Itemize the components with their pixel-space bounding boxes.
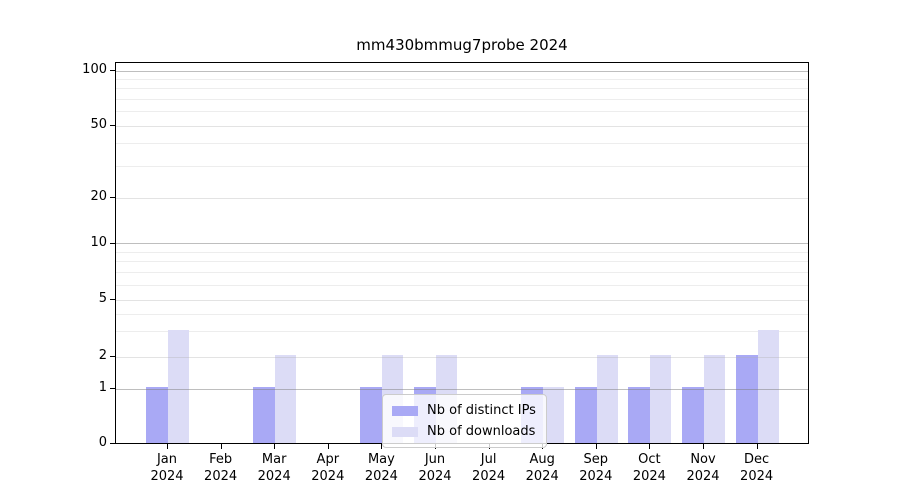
legend-label: Nb of distinct IPs xyxy=(427,403,536,418)
y-tick-mark-5 xyxy=(110,299,115,301)
gridline-y-100 xyxy=(116,70,808,72)
plot-area: Nb of distinct IPs Nb of downloads xyxy=(115,62,809,448)
x-tick-label-sep: Sep 2024 xyxy=(579,452,613,484)
bar-distinct-ips-nov xyxy=(682,387,704,443)
gridline-y-2 xyxy=(116,356,808,358)
gridline-y-9 xyxy=(116,251,808,253)
x-tick-mark-mar xyxy=(274,444,276,449)
legend-label: Nb of downloads xyxy=(427,424,536,439)
x-tick-label-apr: Apr 2024 xyxy=(311,452,345,484)
x-tick-label-dec: Dec 2024 xyxy=(740,452,774,484)
x-tick-label-mar: Mar 2024 xyxy=(257,452,291,484)
bar-downloads-nov xyxy=(704,355,725,443)
bar-distinct-ips-sep xyxy=(574,387,597,443)
y-tick-label-10: 10 xyxy=(90,234,107,250)
x-tick-mark-dec xyxy=(756,444,758,449)
bar-downloads-mar xyxy=(275,355,297,443)
y-tick-label-0: 0 xyxy=(98,435,107,451)
gridline-y-3 xyxy=(116,331,808,333)
gridline-y-6 xyxy=(116,284,808,286)
gridline-y-80 xyxy=(116,88,808,90)
x-tick-label-feb: Feb 2024 xyxy=(204,452,238,484)
x-tick-mark-oct xyxy=(649,444,651,449)
bar-downloads-jan xyxy=(168,329,189,443)
gridline-y-20 xyxy=(116,197,808,199)
gridline-y-70 xyxy=(116,99,808,101)
y-tick-mark-10 xyxy=(110,242,115,244)
y-tick-mark-0 xyxy=(110,443,115,445)
y-tick-label-2: 2 xyxy=(98,348,107,364)
y-tick-label-1: 1 xyxy=(98,380,107,396)
gridline-y-4 xyxy=(116,313,808,315)
x-tick-mark-apr xyxy=(327,444,329,449)
bar-distinct-ips-may xyxy=(360,387,383,443)
x-tick-label-jul: Jul 2024 xyxy=(472,452,506,484)
gridline-y-90 xyxy=(116,78,808,80)
x-tick-label-jun: Jun 2024 xyxy=(418,452,452,484)
gridline-y-5 xyxy=(116,299,808,301)
x-tick-label-jan: Jan 2024 xyxy=(150,452,184,484)
chart-title: mm430bmmug7probe 2024 xyxy=(356,36,568,54)
legend-swatch-downloads xyxy=(392,426,418,437)
gridline-y-50 xyxy=(116,125,808,127)
x-tick-mark-jan xyxy=(167,444,168,449)
bar-distinct-ips-dec xyxy=(735,355,758,443)
x-tick-label-aug: Aug 2024 xyxy=(525,452,559,484)
legend-entry: Nb of distinct IPs xyxy=(392,400,536,421)
legend-swatch-distinct-ips xyxy=(392,405,418,416)
y-tick-label-5: 5 xyxy=(98,291,107,307)
legend-entry: Nb of downloads xyxy=(392,421,536,442)
y-tick-label-50: 50 xyxy=(90,117,107,133)
gridline-y-1 xyxy=(116,388,808,390)
bar-distinct-ips-oct xyxy=(628,387,651,443)
x-tick-mark-nov xyxy=(703,444,704,449)
y-tick-label-20: 20 xyxy=(90,189,107,205)
gridline-y-7 xyxy=(116,272,808,274)
y-tick-mark-50 xyxy=(110,125,115,127)
x-tick-label-nov: Nov 2024 xyxy=(686,452,720,484)
bar-downloads-dec xyxy=(757,329,779,443)
x-tick-mark-sep xyxy=(595,444,597,449)
y-tick-mark-2 xyxy=(110,356,115,358)
y-tick-label-100: 100 xyxy=(82,62,107,78)
bar-downloads-sep xyxy=(596,355,618,443)
legend: Nb of distinct IPs Nb of downloads xyxy=(382,394,547,448)
bar-distinct-ips-jan xyxy=(146,387,168,443)
bar-downloads-aug xyxy=(543,387,565,443)
gridline-y-60 xyxy=(116,111,808,113)
gridline-y-8 xyxy=(116,261,808,263)
x-tick-label-may: May 2024 xyxy=(364,452,398,484)
gridline-y-40 xyxy=(116,143,808,145)
y-tick-mark-100 xyxy=(110,70,115,72)
gridline-y-30 xyxy=(116,165,808,167)
x-tick-mark-may xyxy=(381,444,383,449)
y-tick-mark-1 xyxy=(110,388,115,390)
bar-distinct-ips-mar xyxy=(253,387,276,443)
y-tick-mark-20 xyxy=(110,197,115,199)
bar-downloads-oct xyxy=(650,355,672,443)
x-tick-mark-feb xyxy=(220,444,222,449)
gridline-y-10 xyxy=(116,243,808,245)
x-tick-label-oct: Oct 2024 xyxy=(632,452,666,484)
